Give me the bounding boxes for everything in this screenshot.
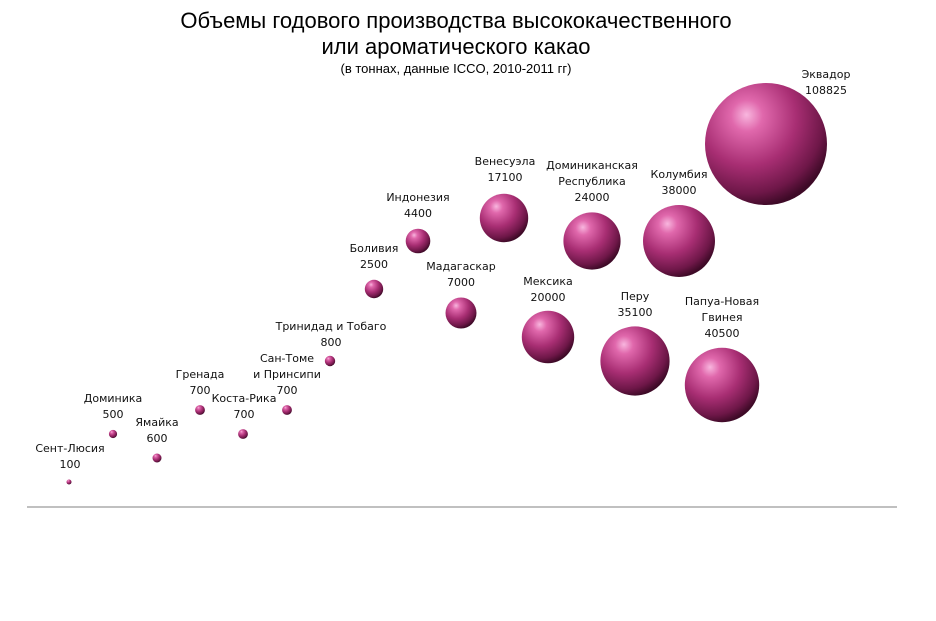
bubble-label-1: Доминика 500: [84, 392, 143, 421]
bubble-0: [66, 479, 72, 485]
bubble-label-13: Перу 35100: [618, 290, 653, 319]
bubble-12: [563, 212, 621, 270]
bubble-14: [643, 205, 715, 277]
bubble-3: [195, 405, 205, 415]
bubble-1: [108, 429, 118, 439]
bubble-label-2: Ямайка 600: [135, 416, 178, 445]
bubble-label-3: Гренада 700: [176, 368, 225, 397]
bubble-8: [405, 228, 431, 254]
bubble-label-4: Коста-Рика 700: [212, 392, 277, 421]
bubble-11: [521, 310, 575, 364]
chart-title-block: Объемы годового производства высококачес…: [0, 8, 912, 78]
bubble-label-10: Венесуэла 17100: [475, 155, 536, 184]
bubble-label-15: Папуа-Новая Гвинея 40500: [685, 295, 759, 340]
bubble-label-6: Тринидад и Тобаго 800: [275, 320, 387, 349]
bubble-4: [238, 429, 248, 439]
chart-title-line-2: или ароматического какао: [321, 34, 591, 59]
bubble-9: [445, 297, 477, 329]
bubble-label-8: Индонезия 4400: [386, 191, 449, 220]
bubble-label-9: Мадагаскар 7000: [426, 260, 496, 289]
bubble-2: [152, 453, 162, 463]
bubble-label-12: Доминиканская Республика 24000: [546, 159, 638, 204]
bubble-label-11: Мексика 20000: [523, 275, 572, 304]
bubble-5: [282, 405, 292, 415]
bubble-13: [600, 326, 670, 396]
bubble-label-5: Сан-Томе и Принсипи 700: [253, 352, 321, 397]
chart-title-line-1: Объемы годового производства высококачес…: [180, 8, 732, 33]
bubble-16: [705, 83, 827, 205]
bubble-label-16: Эквадор 108825: [802, 68, 851, 97]
bubble-label-0: Сент-Люсия 100: [35, 442, 104, 471]
bubble-label-14: Колумбия 38000: [651, 168, 708, 197]
bubble-7: [364, 279, 384, 299]
bubble-6: [324, 355, 336, 367]
chart-subtitle: (в тоннах, данные ICCO, 2010-2011 гг): [340, 61, 572, 76]
bubbles-layer: [66, 83, 827, 485]
bubble-label-7: Боливия 2500: [350, 242, 399, 271]
bubble-15: [684, 347, 760, 423]
bubble-10: [479, 193, 529, 243]
